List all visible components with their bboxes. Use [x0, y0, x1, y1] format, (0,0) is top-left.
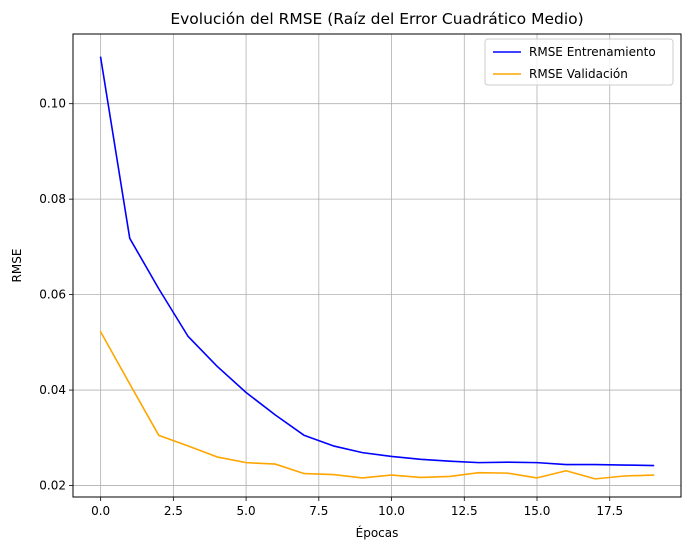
- legend: RMSE Entrenamiento RMSE Validación: [484, 38, 674, 86]
- axis-ticks: 0.0 2.5 5.0 7.5 10.0 12.5 15.0 17.5 0.02 0.04 0.06…: [39, 97, 623, 518]
- x-tick-label: 0.0: [91, 504, 110, 518]
- y-tick-label: 0.02: [39, 479, 66, 493]
- plot-area-frame: [72, 33, 682, 498]
- y-tick-label: 0.06: [39, 288, 66, 302]
- series-line-1: [99, 56, 655, 467]
- y-tick-label: 0.04: [39, 383, 66, 397]
- y-axis-label: RMSE: [10, 249, 24, 283]
- y-tick-label: 0.10: [39, 97, 66, 111]
- x-tick-label: 10.0: [378, 504, 405, 518]
- series-lines: [99, 56, 655, 480]
- grid: [73, 34, 681, 497]
- x-tick-label: 12.5: [451, 504, 478, 518]
- x-tick-label: 7.5: [309, 504, 328, 518]
- y-tick-label: 0.08: [39, 192, 66, 206]
- x-axis-label: Épocas: [356, 525, 399, 540]
- series-line-2: [99, 330, 655, 480]
- legend-label: RMSE Validación: [529, 67, 628, 81]
- legend-box: [484, 38, 674, 86]
- x-tick-label: 15.0: [524, 504, 551, 518]
- x-tick-label: 5.0: [237, 504, 256, 518]
- chart-title: Evolución del RMSE (Raíz del Error Cuadr…: [170, 10, 583, 28]
- x-tick-label: 2.5: [164, 504, 183, 518]
- legend-label: RMSE Entrenamiento: [529, 45, 656, 59]
- x-tick-label: 17.5: [596, 504, 623, 518]
